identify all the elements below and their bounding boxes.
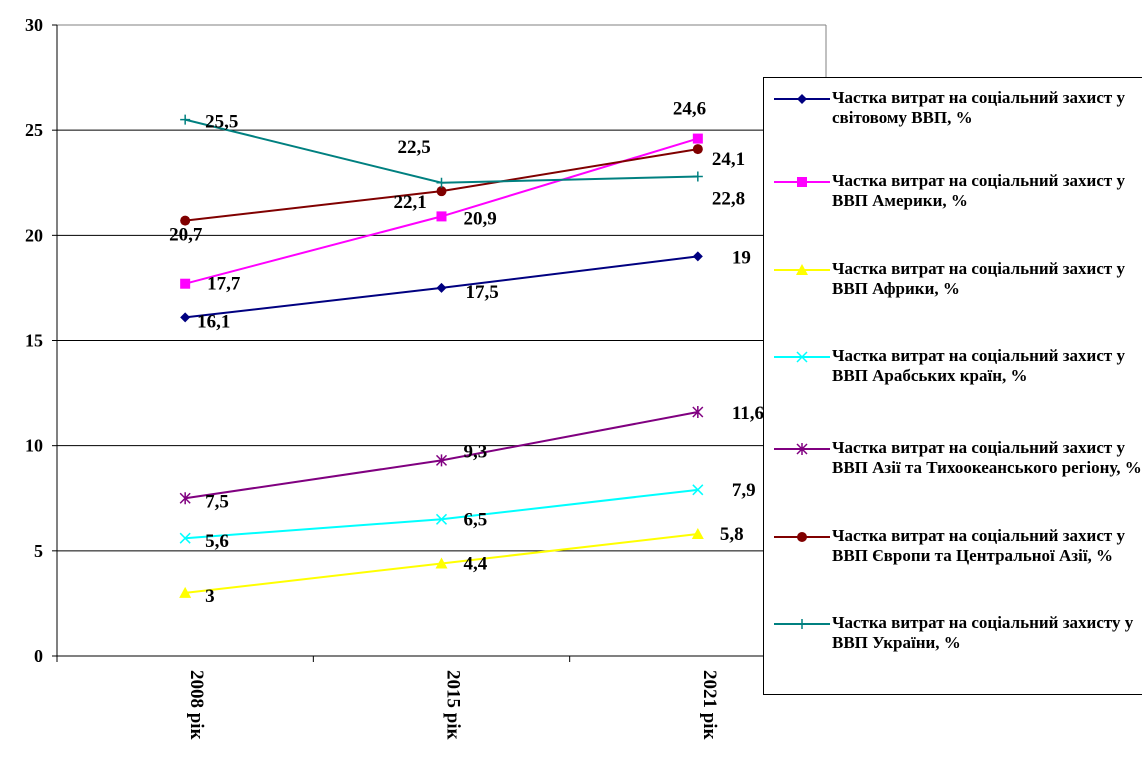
x-tick-label: 2008 рік [186, 670, 207, 740]
data-label: 20,7 [169, 225, 203, 246]
legend-key-marker [797, 177, 807, 187]
data-label: 6,5 [464, 509, 488, 530]
data-point-marker [180, 215, 191, 226]
data-label: 24,6 [673, 99, 706, 120]
legend-key [774, 532, 830, 542]
legend-label: Частка витрат на соціальний захист у ВВП… [832, 259, 1126, 298]
data-label: 3 [205, 586, 215, 607]
data-label: 19 [732, 247, 751, 268]
data-point-marker [179, 532, 191, 544]
series-line [185, 488, 698, 540]
y-tick-label: 5 [34, 541, 43, 561]
legend-key-marker [796, 264, 808, 275]
data-label: 16,1 [197, 311, 230, 332]
legend-key [774, 177, 830, 187]
legend-label: Частка витрат на соціальний захист у ВВП… [832, 171, 1126, 210]
data-point-marker [435, 454, 448, 467]
legend-key-marker [797, 94, 807, 104]
series-7: 25,5 22,5 22,8 [180, 112, 745, 209]
y-tick-label: 25 [25, 120, 43, 140]
data-label: 11,6 [732, 403, 764, 424]
series-6: 20,7 22,1 24,1 [169, 144, 745, 246]
legend-label: Частка витрат на соціальний захисту у ВВ… [832, 613, 1134, 652]
legend-key-marker [796, 351, 808, 363]
data-point-marker [435, 513, 448, 525]
data-point-marker [436, 211, 447, 222]
chart-legend: Частка витрат на соціальний захист у сві… [763, 77, 1142, 695]
data-point-marker [691, 528, 704, 540]
data-point-marker [692, 171, 703, 182]
data-point-marker [692, 144, 703, 155]
legend-key [774, 443, 830, 455]
data-label: 4,4 [464, 553, 488, 574]
y-tick-label: 0 [34, 646, 43, 666]
legend-label: Частка витрат на соціальний захист у ВВП… [832, 438, 1142, 477]
data-label: 17,5 [466, 282, 499, 303]
data-point-marker [180, 278, 191, 289]
data-point-marker [692, 406, 704, 419]
y-tick-label: 10 [25, 436, 43, 456]
x-tick-label: 2015 рік [443, 670, 464, 740]
legend-key [774, 619, 830, 629]
series-line [184, 118, 698, 184]
legend-key [774, 264, 830, 275]
data-point-marker [179, 586, 192, 598]
y-tick-label: 30 [25, 15, 43, 35]
data-point-marker [435, 557, 448, 569]
data-point-marker [692, 484, 704, 496]
legend-key [774, 351, 830, 363]
series-5: 7,5 9,3 11,6 [179, 403, 764, 512]
data-point-marker [436, 186, 447, 197]
data-label: 17,7 [207, 274, 241, 295]
data-point-marker [692, 251, 703, 262]
data-point-marker [436, 177, 447, 188]
data-point-marker [692, 133, 703, 144]
legend-label: Частка витрат на соціальний захист у ВВП… [832, 346, 1126, 385]
data-point-marker [180, 114, 191, 125]
data-label: 9,3 [464, 441, 488, 462]
x-tick-label: 2021 рік [699, 670, 720, 740]
data-label: 22,8 [712, 188, 745, 209]
legend-label: Частка витрат на соціальний захист у сві… [832, 88, 1126, 127]
data-label: 7,9 [732, 480, 756, 501]
data-label: 5,8 [720, 524, 744, 545]
data-label: 20,9 [464, 208, 497, 229]
y-tick-label: 15 [25, 331, 43, 351]
y-tick-label: 20 [25, 225, 43, 245]
series-1: 16,1 17,5 19 [180, 247, 751, 332]
legend-label: Частка витрат на соціальний захист у ВВП… [832, 526, 1126, 565]
legend-key-marker [797, 619, 807, 629]
data-label: 5,6 [205, 531, 229, 552]
data-point-marker [180, 312, 191, 323]
data-point-marker [179, 492, 191, 505]
legend-key-marker [797, 532, 807, 542]
series-2: 17,7 20,9 24,6 [180, 99, 706, 295]
data-label: 25,5 [205, 112, 238, 133]
data-label: 24,1 [712, 149, 745, 170]
legend-key [774, 94, 830, 104]
legend-key-marker [796, 443, 808, 455]
data-label: 22,1 [394, 192, 427, 213]
data-label: 7,5 [205, 491, 229, 512]
data-point-marker [436, 282, 447, 293]
series-3: 3 4,4 5,8 [179, 524, 744, 607]
data-label: 22,5 [398, 137, 431, 158]
series-4: 5,6 6,5 7,9 [179, 480, 756, 552]
